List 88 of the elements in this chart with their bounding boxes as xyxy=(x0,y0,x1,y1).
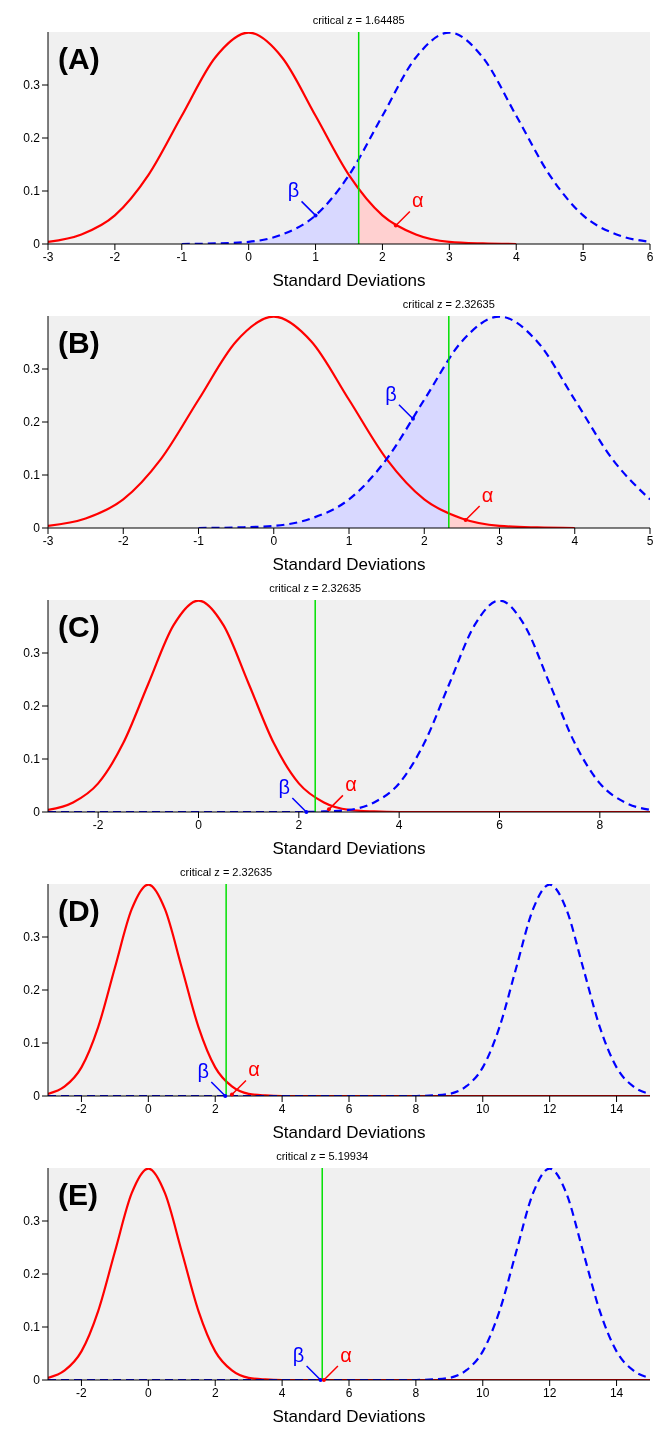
x-axis-title: Standard Deviations xyxy=(272,555,426,574)
y-tick-label: 0.3 xyxy=(23,362,41,377)
x-axis-title: Standard Deviations xyxy=(272,1407,426,1426)
annotation: α xyxy=(481,484,494,507)
x-tick-label: -2 xyxy=(117,533,129,548)
x-axis-title: Standard Deviations xyxy=(272,1123,426,1142)
y-tick-label: 0.1 xyxy=(23,1036,41,1051)
x-axis-title: Standard Deviations xyxy=(272,839,426,858)
x-tick-label: 0 xyxy=(270,533,278,548)
ref-line-label: critical z = 1.64485 xyxy=(312,14,405,26)
annotation: (C) xyxy=(58,610,100,644)
x-tick-label: 5 xyxy=(646,533,654,548)
x-tick-label: 2 xyxy=(211,1101,219,1116)
x-tick-label: 0 xyxy=(144,1385,152,1400)
x-tick-label: 2 xyxy=(211,1385,219,1400)
annotation: α xyxy=(340,1344,352,1366)
ref-line-label: critical z = 5.19934 xyxy=(276,1150,369,1162)
annotation: β xyxy=(197,1060,210,1082)
y-tick-label: 0.1 xyxy=(23,752,41,767)
x-tick-label: -1 xyxy=(193,533,205,548)
y-tick-label: 0.3 xyxy=(23,930,41,945)
x-tick-label: 14 xyxy=(609,1385,624,1400)
annotation: α xyxy=(412,189,424,212)
x-tick-label: 12 xyxy=(542,1385,557,1400)
x-tick-label: 1 xyxy=(345,533,353,548)
annotation: β xyxy=(278,776,291,798)
annotation: (E) xyxy=(58,1178,98,1212)
x-tick-label: 10 xyxy=(476,1101,490,1116)
x-tick-label: -2 xyxy=(92,817,104,832)
x-tick-label: 6 xyxy=(646,249,654,264)
annotation: β xyxy=(292,1344,305,1366)
x-tick-label: 4 xyxy=(571,533,579,548)
x-tick-label: 4 xyxy=(278,1385,286,1400)
x-tick-label: 6 xyxy=(496,817,504,832)
annotation: (D) xyxy=(58,894,100,928)
x-tick-label: 3 xyxy=(445,249,453,264)
y-tick-label: 0.3 xyxy=(23,1214,41,1229)
x-tick-label: -1 xyxy=(176,249,188,264)
x-tick-label: 2 xyxy=(295,817,303,832)
y-tick-label: 0.2 xyxy=(23,983,41,998)
x-tick-label: -3 xyxy=(42,533,54,548)
x-tick-label: 4 xyxy=(395,817,403,832)
x-tick-label: 8 xyxy=(412,1385,420,1400)
y-tick-label: 0.1 xyxy=(23,468,41,483)
y-tick-label: 0.1 xyxy=(23,184,41,199)
y-tick-label: 0 xyxy=(33,805,41,820)
y-tick-label: 0 xyxy=(33,1089,41,1104)
annotation: (A) xyxy=(58,42,100,76)
annotation: (B) xyxy=(58,326,100,360)
ref-line-label: critical z = 2.32635 xyxy=(402,298,495,310)
y-tick-label: 0.1 xyxy=(23,1320,41,1335)
x-tick-label: 2 xyxy=(420,533,428,548)
x-tick-label: 0 xyxy=(144,1101,152,1116)
x-tick-label: 4 xyxy=(512,249,520,264)
x-tick-label: -2 xyxy=(76,1385,88,1400)
x-tick-label: 3 xyxy=(496,533,504,548)
x-tick-label: 12 xyxy=(542,1101,557,1116)
x-tick-label: 0 xyxy=(195,817,203,832)
x-tick-label: 10 xyxy=(476,1385,490,1400)
ref-line-label: critical z = 2.32635 xyxy=(180,866,273,878)
x-tick-label: 8 xyxy=(412,1101,420,1116)
y-tick-label: 0.2 xyxy=(23,1267,41,1282)
x-tick-label: 8 xyxy=(596,817,604,832)
x-tick-label: 6 xyxy=(345,1385,353,1400)
x-tick-label: -3 xyxy=(42,249,54,264)
annotation: α xyxy=(345,773,357,796)
y-tick-label: 0.2 xyxy=(23,131,41,146)
annotation: β xyxy=(385,382,397,405)
ref-line-label: critical z = 2.32635 xyxy=(269,582,362,594)
x-tick-label: 0 xyxy=(245,249,253,264)
x-tick-label: -2 xyxy=(76,1101,88,1116)
x-axis-title: Standard Deviations xyxy=(272,271,426,290)
y-tick-label: 0.2 xyxy=(23,699,41,714)
y-tick-label: 0.2 xyxy=(23,415,41,430)
annotation: β xyxy=(287,179,300,202)
x-tick-label: 14 xyxy=(609,1101,624,1116)
x-tick-label: 1 xyxy=(312,249,320,264)
x-tick-label: 5 xyxy=(579,249,587,264)
y-tick-label: 0.3 xyxy=(23,646,41,661)
y-tick-label: 0 xyxy=(33,521,41,536)
x-tick-label: 4 xyxy=(278,1101,286,1116)
x-tick-label: -2 xyxy=(109,249,121,264)
y-tick-label: 0 xyxy=(33,1373,41,1388)
x-tick-label: 2 xyxy=(379,249,387,264)
x-tick-label: 6 xyxy=(345,1101,353,1116)
annotation: α xyxy=(248,1058,260,1081)
y-tick-label: 0 xyxy=(33,237,41,252)
y-tick-label: 0.3 xyxy=(23,78,41,93)
